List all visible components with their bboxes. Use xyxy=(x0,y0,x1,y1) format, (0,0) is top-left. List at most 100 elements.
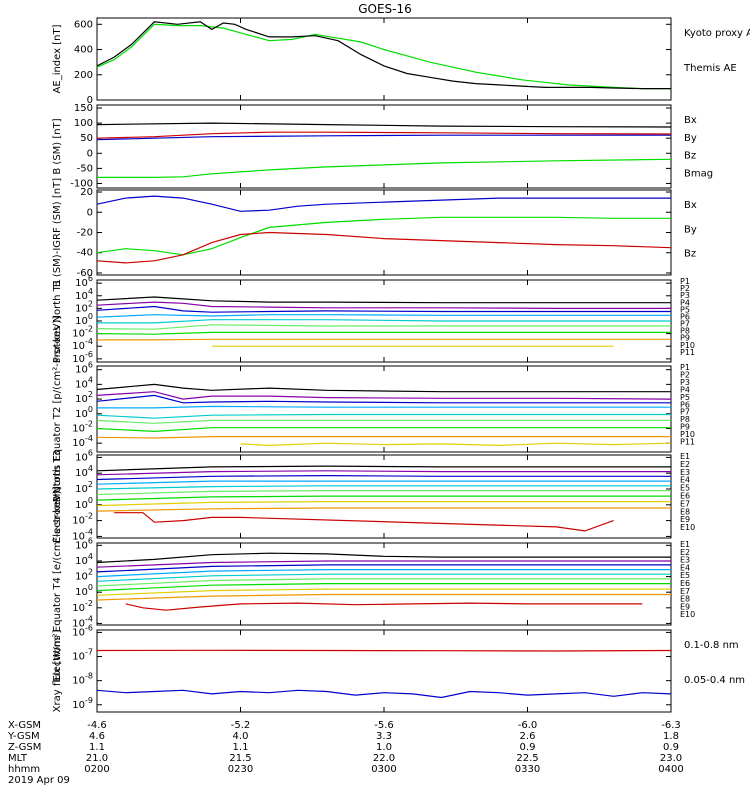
y-tick-label: 104 xyxy=(75,375,93,390)
footer-value: 1.1 xyxy=(89,742,105,753)
footer-value: 0300 xyxy=(371,764,396,775)
footer-value: -6.0 xyxy=(518,720,538,731)
legend-entry: E3 xyxy=(680,556,690,565)
legend-entry: Themis AE xyxy=(683,63,737,74)
legend-entry: P7 xyxy=(680,408,690,417)
y-tick-label: 104 xyxy=(75,464,93,479)
series-line-e10 xyxy=(114,512,614,532)
y-tick-label: 102 xyxy=(75,390,93,405)
legend-entry: By xyxy=(684,133,697,144)
footer-value: 22.5 xyxy=(516,753,538,764)
y-tick-label: 10-2 xyxy=(72,419,93,434)
y-tick-label: -100 xyxy=(70,178,93,189)
y-axis-label: AE_index [nT] xyxy=(52,24,63,93)
legend-entry: E1 xyxy=(680,540,690,549)
y-axis-label: Electrons North T3 xyxy=(52,450,63,543)
legend-entry: Bz xyxy=(684,151,696,162)
series-line-p2 xyxy=(96,301,671,309)
footer-value: 3.3 xyxy=(376,731,392,742)
y-tick-label: 10-2 xyxy=(72,599,93,614)
legend-entry: Kyoto proxy AE xyxy=(684,28,750,39)
y-tick-label: 150 xyxy=(74,103,93,114)
series-line-bx xyxy=(96,195,671,212)
series-line-e5 xyxy=(96,573,671,582)
footer-row-label: Y-GSM xyxy=(7,731,40,742)
series-line-p4 xyxy=(97,405,671,409)
legend-entry: P9 xyxy=(680,334,690,343)
series-line-e7 xyxy=(96,582,671,592)
y-tick-label: -50 xyxy=(77,163,93,174)
y-axis-label: Protons North T1 xyxy=(52,279,63,363)
legend-entry: P11 xyxy=(680,438,695,447)
legend-entry: P3 xyxy=(680,291,690,300)
y-tick-label: 10-9 xyxy=(72,696,93,711)
legend-entry: 0.05-0.4 nm xyxy=(684,675,745,686)
series-line-by xyxy=(96,131,672,139)
series-line-p9 xyxy=(240,442,672,447)
y-tick-label: 10-2 xyxy=(72,512,93,527)
y-tick-label: 104 xyxy=(75,552,93,567)
footer-value: 22.0 xyxy=(373,753,395,764)
legend-entry: P10 xyxy=(680,341,695,350)
footer-row-label: hhmm xyxy=(8,764,40,775)
legend-entry: P11 xyxy=(680,348,695,357)
series-line-e6 xyxy=(96,490,671,496)
legend-entry: P2 xyxy=(680,370,690,379)
y-tick-label: 106 xyxy=(75,448,93,463)
legend-entry: P7 xyxy=(680,320,690,329)
footer-value: 0230 xyxy=(228,764,253,775)
y-tick-label: 0 xyxy=(87,207,93,218)
legend-entry: E6 xyxy=(680,579,690,588)
panel-2: 150 100 50 0 -50 -100 B (SM) [nT] Bx By Bz Bmag xyxy=(52,103,713,189)
series-line-by xyxy=(96,216,671,256)
legend-entry: E2 xyxy=(680,548,690,557)
legend-entry: E4 xyxy=(680,476,690,485)
legend-entry: E8 xyxy=(680,595,690,604)
y-tick-label: 10-7 xyxy=(72,648,93,663)
footer-value: -4.6 xyxy=(87,720,107,731)
footer-value: 4.0 xyxy=(233,731,249,742)
legend-entry: P6 xyxy=(680,400,690,409)
series-line-e8 xyxy=(96,588,671,596)
legend-entry: Bmag xyxy=(684,168,713,179)
series-line-bmag xyxy=(96,122,672,128)
legend-entry: E8 xyxy=(680,507,690,516)
series-line-p6 xyxy=(96,419,671,424)
y-tick-label: -60 xyxy=(77,268,93,279)
y-axis-label: Electrons Equator T4 [e/(cm²-s-sr-keV)] xyxy=(52,486,63,681)
panel-frame xyxy=(96,629,672,713)
legend-entry: E5 xyxy=(680,484,690,493)
footer-value: 0.9 xyxy=(663,742,679,753)
series-line-p8 xyxy=(97,338,671,341)
y-tick-label: 20 xyxy=(80,187,93,198)
series-line-e1 xyxy=(96,465,671,472)
legend-entry: E1 xyxy=(680,452,690,461)
series-line-p7 xyxy=(96,427,671,433)
series-line-e8 xyxy=(96,501,671,507)
footer-row-label: MLT xyxy=(8,753,28,764)
footer-date: 2019 Apr 09 xyxy=(8,775,70,786)
legend-entry: P9 xyxy=(680,423,690,432)
y-axis-label: B (SM) [nT] xyxy=(52,118,63,174)
series-line-p8 xyxy=(96,436,671,439)
legend-entry: Bx xyxy=(684,200,697,211)
legend-entry: E10 xyxy=(680,610,695,619)
series-line-e9 xyxy=(96,593,671,601)
panel-3: 20 0 -20 -40 -60 B (SM)-IGRF (SM) [nT] Bx By Bz xyxy=(52,178,697,287)
series-line-e10 xyxy=(125,602,643,611)
y-axis-label: Protons Equator T2 [p/(cm²-s-sr-keV)] xyxy=(52,316,63,503)
footer-value: 0.9 xyxy=(520,742,536,753)
footer-value: -5.6 xyxy=(374,720,394,731)
footer-value: 4.6 xyxy=(89,731,105,742)
footer-value: 1.8 xyxy=(663,731,679,742)
footer-value: 21.5 xyxy=(229,753,251,764)
footer-value: 21.0 xyxy=(86,753,108,764)
legend-entry: E3 xyxy=(680,468,690,477)
series-line-e9 xyxy=(96,507,671,512)
legend-entry: P8 xyxy=(680,327,690,336)
y-tick-label: 10-8 xyxy=(72,672,93,687)
